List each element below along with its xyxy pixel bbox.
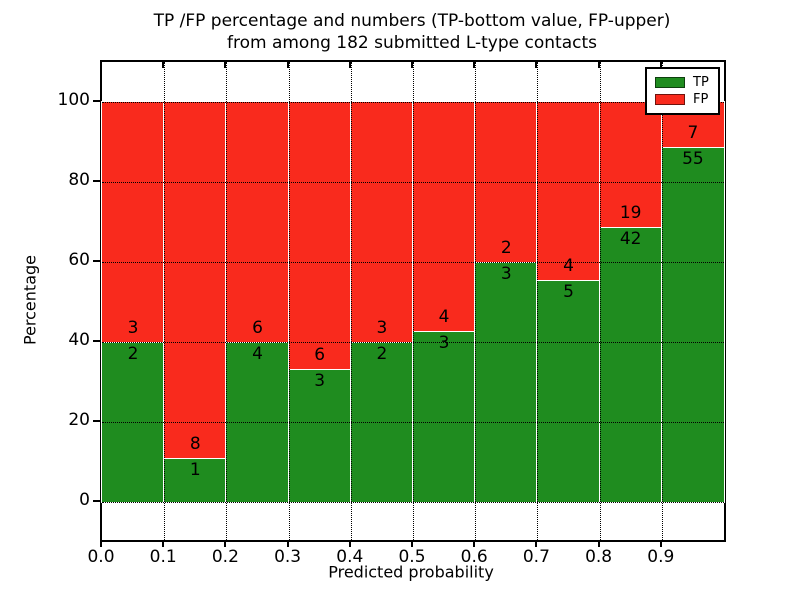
x-tick-mark [162, 540, 165, 547]
x-tick-mark-top [224, 62, 227, 68]
tp-count-label: 5 [563, 281, 574, 302]
bar-segment-fp [163, 101, 228, 459]
v-gridline [661, 62, 663, 540]
y-tick-label: 20 [68, 410, 90, 430]
fp-count-label: 4 [438, 306, 450, 327]
x-axis-label: Predicted probability [328, 562, 494, 582]
legend-label-fp: FP [693, 92, 709, 107]
bar-segment-fp [412, 101, 477, 332]
x-tick-mark [597, 540, 600, 547]
tp-count-label: 1 [189, 459, 201, 480]
x-tick-mark-top [286, 62, 289, 68]
x-tick-mark-top [659, 62, 662, 68]
legend-row-fp: FP [655, 91, 709, 108]
x-tick-mark [411, 540, 413, 547]
x-tick-mark [659, 540, 662, 547]
v-gridline [350, 62, 352, 540]
x-tick-mark-top [162, 62, 165, 68]
tp-count-label: 3 [314, 370, 326, 391]
x-tick-label: 0.3 [274, 547, 302, 567]
tp-count-label: 4 [252, 344, 263, 364]
x-tick-mark [224, 540, 227, 547]
x-tick-label: 0.5 [398, 547, 426, 567]
y-tick-mark [93, 260, 100, 262]
x-tick-mark [535, 540, 538, 547]
x-tick-label: 0.9 [647, 547, 675, 567]
v-gridline [164, 62, 166, 540]
x-tick-mark [286, 540, 289, 547]
chart-title-line2: from among 182 submitted L-type contacts [226, 33, 597, 53]
fp-swatch-icon [655, 94, 685, 105]
bar-segment-fp [349, 101, 414, 343]
chart-title: TP /FP percentage and numbers (TP-bottom… [100, 10, 724, 54]
fp-count-label: 4 [563, 255, 574, 276]
x-tick-label: 0.6 [460, 547, 488, 567]
bar-segment-tp [598, 225, 663, 503]
legend: TP FP [645, 67, 720, 115]
tp-swatch-icon [655, 77, 685, 88]
y-tick-label: 0 [79, 490, 90, 510]
y-tick-mark [93, 100, 100, 102]
tp-count-label: 3 [500, 264, 512, 284]
fp-count-label: 8 [189, 433, 201, 454]
v-gridline [413, 62, 414, 540]
x-tick-label: 0.8 [585, 547, 613, 567]
bar-segment-tp [412, 329, 477, 503]
x-tick-mark [473, 540, 476, 547]
tp-count-label: 42 [619, 228, 642, 249]
fp-count-label: 6 [252, 318, 263, 338]
tp-count-label: 3 [438, 332, 450, 353]
x-tick-mark-top [100, 62, 102, 68]
v-gridline [226, 62, 228, 540]
y-tick-label: 60 [68, 250, 90, 270]
y-tick-label: 80 [68, 170, 90, 190]
tp-count-label: 2 [376, 344, 388, 364]
plot-area: 3 2 8 1 6 4 6 3 3 2 4 3 2 3 4 5 19 42 7 55 [100, 60, 726, 542]
y-tick-mark [93, 420, 100, 422]
bar-segment-tp [474, 261, 539, 503]
bar-segment-fp [536, 101, 601, 281]
v-gridline [537, 62, 539, 540]
bar-segment-fp [101, 101, 166, 343]
x-tick-mark-top [535, 62, 538, 68]
chart-title-line1: TP /FP percentage and numbers (TP-bottom… [153, 11, 671, 31]
legend-label-tp: TP [693, 75, 709, 90]
y-axis-label: Percentage [20, 254, 40, 346]
x-tick-label: 0.4 [336, 547, 364, 567]
bar-segment-fp [225, 101, 290, 343]
tp-count-label: 2 [127, 344, 139, 364]
fp-count-label: 6 [314, 344, 326, 365]
fp-count-label: 7 [687, 123, 699, 144]
x-tick-mark-top [411, 62, 413, 68]
bar-segment-fp [598, 101, 663, 228]
bar-segment-fp [287, 101, 352, 370]
fp-count-label: 19 [619, 202, 642, 223]
x-tick-mark-top [473, 62, 476, 68]
tp-count-label: 55 [682, 149, 704, 170]
v-gridline [475, 62, 477, 540]
y-tick-label: 100 [57, 90, 90, 110]
bar-segment-tp [536, 278, 601, 503]
x-tick-label: 0.1 [149, 547, 177, 567]
x-tick-mark-top [348, 62, 351, 68]
x-tick-label: 0.2 [211, 547, 239, 567]
bar-segment-tp [163, 456, 228, 503]
x-tick-mark [100, 540, 102, 547]
x-tick-label: 0.0 [87, 547, 115, 567]
v-gridline [288, 62, 290, 540]
fp-count-label: 2 [500, 238, 512, 258]
y-tick-mark [93, 500, 100, 502]
x-tick-mark [348, 540, 351, 547]
y-tick-mark [93, 180, 100, 182]
v-gridline [599, 62, 601, 540]
fp-count-label: 3 [127, 318, 139, 338]
bar-segment-tp [660, 146, 725, 503]
x-tick-label: 0.7 [522, 547, 550, 567]
y-tick-mark [93, 340, 100, 342]
legend-row-tp: TP [655, 74, 709, 91]
fp-count-label: 3 [376, 318, 388, 338]
x-tick-mark-top [597, 62, 600, 68]
y-tick-label: 40 [68, 330, 90, 350]
